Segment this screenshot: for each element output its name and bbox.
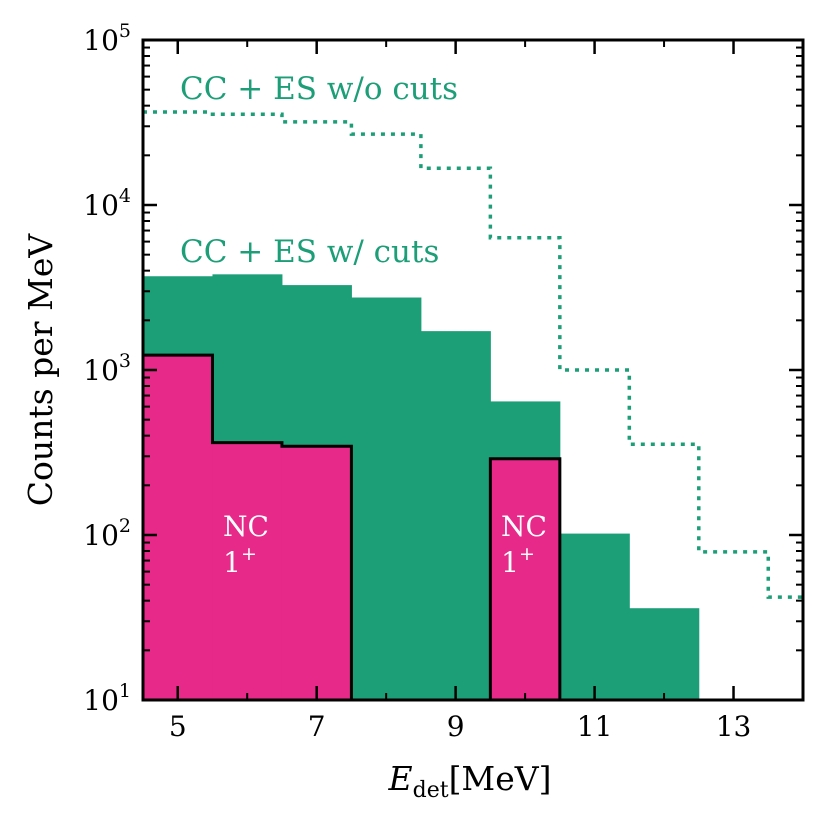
y-axis-label: Counts per MeV (21, 233, 60, 507)
annotation-nc-left: NC 1+ (223, 510, 269, 579)
nc-label: NC (501, 510, 547, 543)
bar-nc (281, 446, 352, 700)
bar-cc-es-cuts (559, 533, 630, 700)
bar-cc-es-cuts (420, 331, 491, 700)
bar-nc (490, 458, 561, 700)
y-tick-label: 104 (83, 185, 131, 222)
nc-label: NC (223, 510, 269, 543)
bar-nc (212, 442, 283, 700)
y-tick-label: 101 (83, 680, 131, 717)
bar-cc-es-cuts (629, 608, 700, 700)
annotation-nc-right: NC 1+ (501, 510, 547, 579)
bar-cc-es-cuts (351, 297, 422, 700)
annotation-wo-cuts: CC + ES w/o cuts (180, 71, 458, 107)
nc-sub-label: 1+ (501, 543, 535, 579)
plot-frame (141, 38, 805, 702)
nc-sub-label: 1+ (223, 543, 257, 579)
x-tick-label: 9 (447, 710, 465, 743)
nc-outline (141, 353, 353, 700)
x-tick-label: 11 (577, 710, 613, 743)
x-axis-label: Edet[MeV] (388, 759, 552, 803)
nc-outline (488, 457, 562, 700)
bar-nc (143, 355, 213, 700)
y-tick-label: 103 (83, 350, 131, 387)
annotation-w-cuts: CC + ES w/ cuts (180, 234, 439, 270)
bars-layer (141, 110, 803, 700)
x-tick-label: 13 (716, 710, 752, 743)
y-tick-label: 102 (83, 515, 131, 552)
y-tick-label: 105 (83, 20, 131, 57)
x-tick-label: 7 (308, 710, 326, 743)
line-cc-es-no-cuts (143, 110, 803, 599)
x-tick-label: 5 (169, 710, 187, 743)
